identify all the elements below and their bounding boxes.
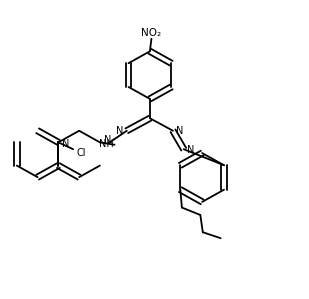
Text: N: N xyxy=(62,139,70,149)
Text: N: N xyxy=(116,126,124,136)
Text: Cl: Cl xyxy=(77,148,86,158)
Text: N: N xyxy=(104,135,111,145)
Text: NO₂: NO₂ xyxy=(141,28,162,38)
Text: NH: NH xyxy=(99,139,114,149)
Text: N: N xyxy=(187,145,194,155)
Text: N: N xyxy=(176,126,184,136)
